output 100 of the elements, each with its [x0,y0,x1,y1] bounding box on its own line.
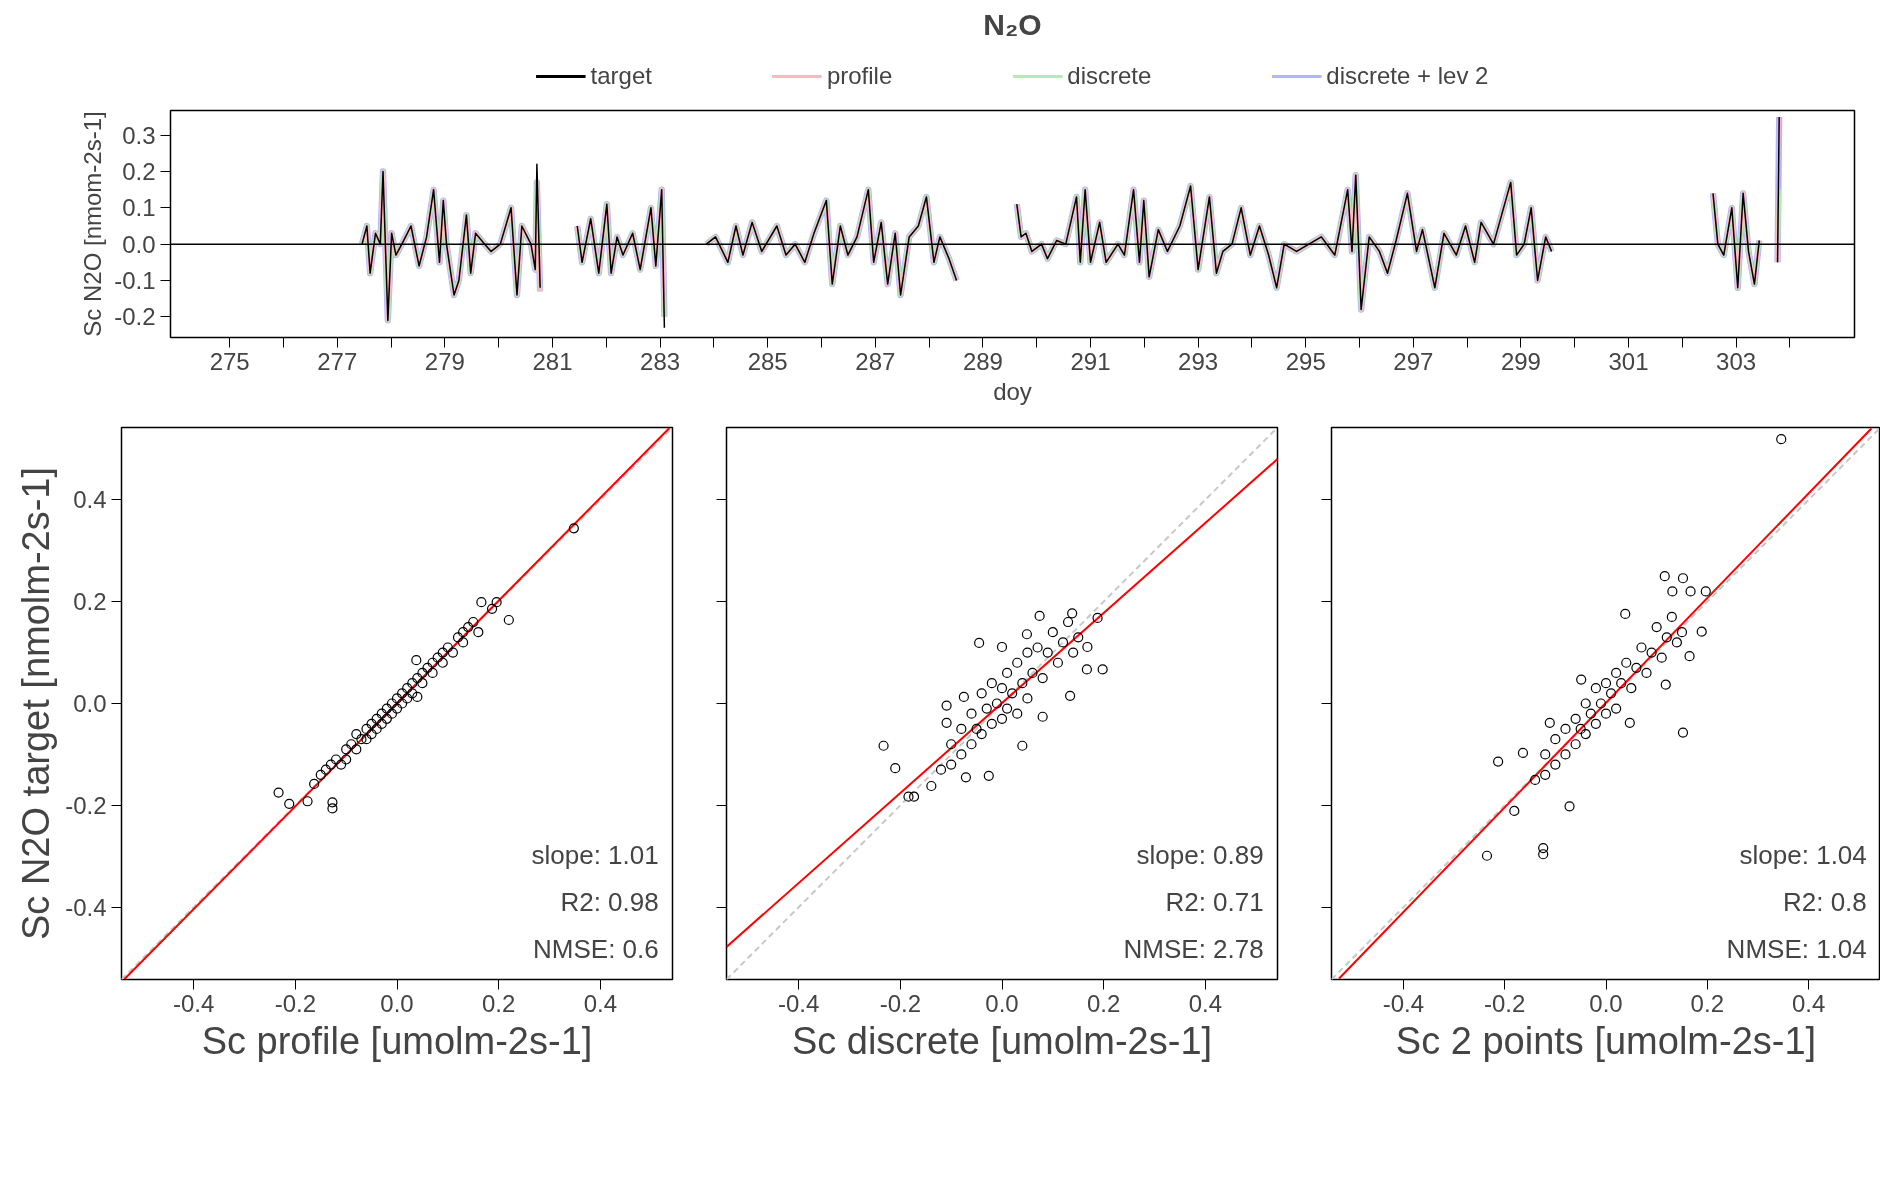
x-tick-label: 293 [1178,347,1219,375]
point [1564,801,1575,812]
point [1017,740,1028,751]
annotation: NMSE: 1.04 [1726,934,1867,965]
point [986,718,997,729]
point [1620,608,1631,619]
point [956,749,967,760]
point [946,759,957,770]
point [935,764,947,775]
point [1012,708,1023,719]
point [908,791,920,802]
point [1600,678,1612,689]
point [1666,611,1677,623]
x-tick-label: 299 [1500,347,1541,375]
point [1696,626,1707,637]
x-axis-title: Sc 2 points [umolm-2s-1] [1395,1019,1817,1062]
point [1047,627,1058,638]
point [1700,586,1711,597]
point [1540,769,1551,780]
point [1651,622,1662,633]
point [926,780,937,792]
point [1538,849,1549,860]
legend-label: target [590,62,652,90]
point [1684,651,1695,662]
y-tick-label: 0.4 [73,486,107,514]
point [1611,667,1622,679]
point [1037,672,1048,684]
point [1052,657,1064,668]
point [1509,805,1520,817]
point [1538,843,1549,854]
x-tick-label: 0.2 [481,989,516,1017]
point [1493,756,1504,767]
x-tick-label: 277 [317,347,358,375]
x-tick-label: 275 [209,347,250,375]
point [983,770,994,781]
point [1685,586,1696,597]
point [1624,717,1635,728]
point [1550,759,1561,770]
point [1580,698,1591,709]
point [1656,652,1667,663]
x-axis-title: Sc discrete [umolm-2s-1] [791,1019,1213,1062]
x-tick-label: 287 [855,347,896,375]
point [1530,774,1541,785]
point [1605,688,1617,699]
y-tick-label: 0.2 [122,158,156,186]
annotation: NMSE: 2.78 [1123,934,1264,965]
x-tick-label: 0.2 [1086,989,1121,1017]
point [958,691,969,702]
point [1595,698,1607,709]
x-axis-title: Sc profile [umolm-2s-1] [201,1019,593,1062]
point [981,703,992,714]
x-axis-title: doy [993,377,1032,405]
point [890,763,901,774]
point [1570,713,1581,724]
annotation: R2: 0.71 [1165,887,1264,918]
x-tick-label: 301 [1608,347,1649,375]
point [1631,662,1642,673]
point [1641,667,1652,679]
point [1034,610,1045,621]
x-tick-label: 0.0 [380,989,414,1017]
x-tick-label: 303 [1716,347,1757,375]
x-tick-label: -0.4 [778,989,820,1017]
y-axis-title: Sc N2O [nmom-2s-1] [79,111,107,337]
point [1082,641,1093,653]
point [956,723,967,735]
point [1590,718,1601,729]
point [1027,667,1038,679]
annotation: R2: 0.8 [1782,887,1867,918]
x-tick-label: 291 [1070,347,1111,375]
point [996,641,1008,653]
point [1570,739,1581,750]
x-tick-label: 285 [747,347,788,375]
point [986,678,997,689]
x-tick-label: 279 [424,347,465,375]
legend-label: profile [826,62,893,90]
point [1677,727,1689,738]
point [1517,747,1529,758]
point [1560,723,1571,735]
point [976,688,987,699]
point [1616,678,1627,689]
point [1540,749,1551,760]
x-tick-label: -0.4 [1382,989,1425,1017]
x-tick-label: 0.4 [1791,989,1826,1017]
x-tick-label: 295 [1285,347,1326,375]
point [1560,749,1571,760]
point [1671,637,1682,648]
point [878,740,889,751]
point [1068,647,1079,658]
point [966,739,977,750]
point [1667,586,1678,597]
point [1022,647,1033,658]
point [960,772,972,783]
point [1677,573,1689,584]
point [1659,571,1670,582]
y-tick-label: 0.2 [73,588,107,616]
point [1585,708,1596,719]
point [971,723,982,735]
y-tick-label: 0.0 [122,230,156,258]
y-tick-label: -0.2 [114,303,156,331]
point [1481,850,1493,861]
